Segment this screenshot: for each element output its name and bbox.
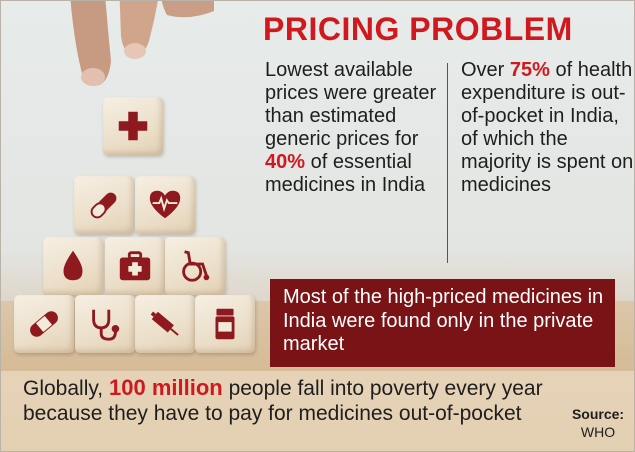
wheelchair-block bbox=[165, 237, 225, 295]
source-value: WHO bbox=[580, 424, 616, 440]
wheelchair-icon bbox=[182, 250, 210, 282]
hand-image bbox=[70, 1, 214, 86]
pill-capsule-block bbox=[74, 176, 134, 234]
source-label: Source: bbox=[571, 406, 625, 422]
bandage-icon bbox=[30, 311, 58, 337]
right-statement-text-end: of health expenditure is out-of-pocket i… bbox=[461, 59, 634, 196]
private-market-box: Most of the high-priced medicines in Ind… bbox=[270, 279, 615, 367]
syringe-block bbox=[135, 295, 195, 353]
pill-bottle-icon bbox=[215, 308, 235, 340]
private-market-text: Most of the high-priced medicines in Ind… bbox=[283, 286, 604, 355]
heart-ecg-icon bbox=[149, 190, 181, 219]
first-aid-kit-block bbox=[105, 237, 165, 295]
pill-capsule-icon bbox=[90, 192, 117, 219]
left-statement-text-end: of essential medicines in India bbox=[265, 151, 426, 196]
stethoscope-icon bbox=[92, 309, 120, 341]
blood-drop-block bbox=[43, 237, 103, 295]
stethoscope-block bbox=[75, 295, 135, 353]
heart-ecg-block bbox=[135, 176, 195, 234]
first-aid-kit-icon bbox=[119, 251, 151, 281]
left-statement: Lowest available prices were greater tha… bbox=[265, 59, 445, 197]
global-poverty-statement: Globally, 100 million people fall into p… bbox=[23, 375, 578, 426]
global-poverty-text: Globally, bbox=[23, 377, 104, 400]
medical-cross-block bbox=[103, 97, 163, 155]
right-statement-text: Over bbox=[461, 59, 505, 81]
pill-bottle-block bbox=[195, 295, 255, 353]
global-poverty-text-end: people fall into poverty every year beca… bbox=[23, 377, 543, 425]
source-credit: Source: WHO bbox=[566, 405, 630, 441]
global-poverty-highlight: 100 million bbox=[109, 375, 223, 400]
bandage-block bbox=[14, 295, 74, 353]
right-statement: Over 75% of health expenditure is out-of… bbox=[461, 59, 634, 197]
blood-drop-icon bbox=[63, 250, 83, 281]
column-divider bbox=[447, 63, 448, 263]
infographic-title: PRICING PROBLEM bbox=[263, 11, 573, 47]
bottom-band bbox=[1, 371, 634, 451]
medical-cross-icon bbox=[118, 111, 148, 141]
left-statement-text: Lowest available prices were greater tha… bbox=[265, 59, 437, 150]
syringe-icon bbox=[150, 311, 179, 336]
left-statement-highlight: 40% bbox=[265, 151, 306, 173]
right-statement-highlight: 75% bbox=[509, 59, 550, 81]
